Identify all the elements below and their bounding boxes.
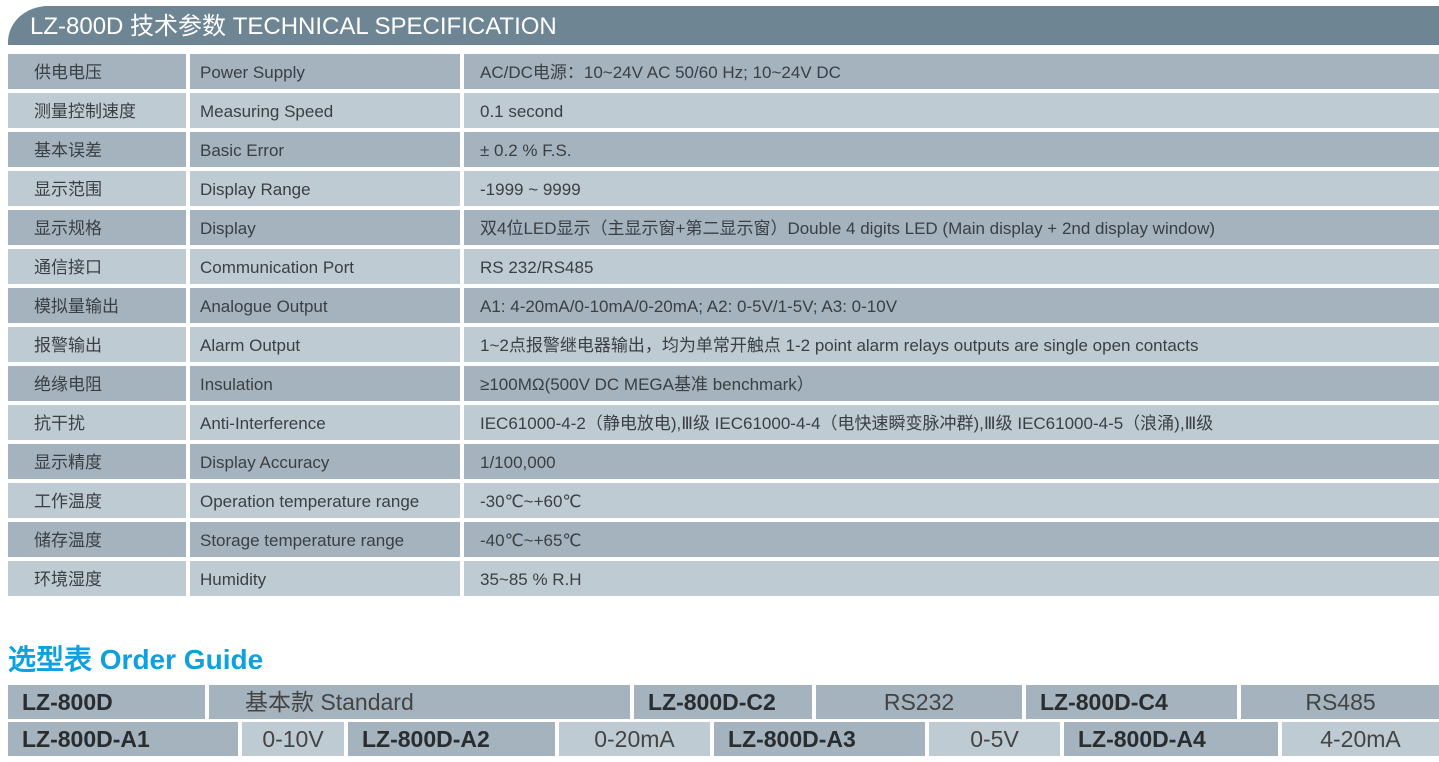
spec-value: ± 0.2 % F.S.: [464, 132, 1439, 167]
spec-label-en: Alarm Output: [190, 327, 460, 362]
spec-row: 报警输出 Alarm Output 1~2点报警继电器输出，均为单常开触点 1-2 …: [8, 327, 1439, 362]
spec-label-en: Display: [190, 210, 460, 245]
spec-row: 绝缘电阻 Insulation ≥100MΩ(500V DC MEGA基准 benc…: [8, 366, 1439, 401]
spec-label-en: Display Range: [190, 171, 460, 206]
spec-row: 模拟量输出 Analogue Output A1: 4-20mA/0-10mA/0-…: [8, 288, 1439, 323]
spec-label-cn: 供电电压: [8, 54, 186, 89]
spec-row: 显示规格 Display 双4位LED显示（主显示窗+第二显示窗）Double 4 …: [8, 210, 1439, 245]
spec-label-cn: 环境湿度: [8, 561, 186, 596]
spec-label-en: Analogue Output: [190, 288, 460, 323]
spec-row: 显示范围 Display Range -1999 ~ 9999: [8, 171, 1439, 206]
spec-value: -30℃~+60℃: [464, 483, 1439, 518]
order-desc: 0-20mA: [559, 722, 710, 756]
spec-row: 通信接口 Communication Port RS 232/RS485: [8, 249, 1439, 284]
spec-row: 供电电压 Power Supply AC/DC电源：10~24V AC 50/60 …: [8, 54, 1439, 89]
spec-label-en: Anti-Interference: [190, 405, 460, 440]
spec-value: 0.1 second: [464, 93, 1439, 128]
spec-label-en: Operation temperature range: [190, 483, 460, 518]
spec-value: -1999 ~ 9999: [464, 171, 1439, 206]
spec-value: AC/DC电源：10~24V AC 50/60 Hz; 10~24V DC: [464, 54, 1439, 89]
spec-label-cn: 报警输出: [8, 327, 186, 362]
spec-label-en: Humidity: [190, 561, 460, 596]
spec-value: -40℃~+65℃: [464, 522, 1439, 557]
spec-value: ≥100MΩ(500V DC MEGA基准 benchmark）: [464, 366, 1439, 401]
spec-label-cn: 模拟量输出: [8, 288, 186, 323]
order-desc: 0-5V: [929, 722, 1060, 756]
spec-value: 35~85 % R.H: [464, 561, 1439, 596]
spec-row: 工作温度 Operation temperature range -30℃~+60℃: [8, 483, 1439, 518]
spec-row: 环境湿度 Humidity 35~85 % R.H: [8, 561, 1439, 596]
spec-value: 1~2点报警继电器输出，均为单常开触点 1-2 point alarm rela…: [464, 327, 1439, 362]
order-model: LZ-800D-C2: [634, 685, 812, 719]
order-desc: 0-10V: [242, 722, 344, 756]
spec-table: 供电电压 Power Supply AC/DC电源：10~24V AC 50/60 …: [8, 54, 1439, 600]
spec-row: 抗干扰 Anti-Interference IEC61000-4-2（静电放电),Ⅲ…: [8, 405, 1439, 440]
order-desc: RS485: [1241, 685, 1439, 719]
order-desc: 基本款 Standard: [209, 685, 630, 719]
spec-value: RS 232/RS485: [464, 249, 1439, 284]
spec-label-cn: 通信接口: [8, 249, 186, 284]
order-model: LZ-800D-A4: [1064, 722, 1278, 756]
order-desc: 4-20mA: [1282, 722, 1439, 756]
spec-label-en: Display Accuracy: [190, 444, 460, 479]
order-row-2: LZ-800D-A1 0-10V LZ-800D-A2 0-20mA LZ-80…: [8, 722, 1439, 756]
spec-value: IEC61000-4-2（静电放电),Ⅲ级 IEC61000-4-4（电快速瞬变…: [464, 405, 1439, 440]
spec-label-cn: 储存温度: [8, 522, 186, 557]
order-model: LZ-800D: [8, 685, 205, 719]
order-desc: RS232: [816, 685, 1022, 719]
order-model: LZ-800D-C4: [1026, 685, 1237, 719]
spec-header: LZ-800D 技术参数 TECHNICAL SPECIFICATION: [8, 6, 1439, 45]
spec-row: 储存温度 Storage temperature range -40℃~+65℃: [8, 522, 1439, 557]
spec-row: 显示精度 Display Accuracy 1/100,000: [8, 444, 1439, 479]
spec-label-en: Basic Error: [190, 132, 460, 167]
spec-value: 1/100,000: [464, 444, 1439, 479]
order-row-1: LZ-800D 基本款 Standard LZ-800D-C2 RS232 LZ…: [8, 685, 1439, 719]
spec-label-en: Measuring Speed: [190, 93, 460, 128]
spec-label-cn: 显示范围: [8, 171, 186, 206]
spec-label-en: Communication Port: [190, 249, 460, 284]
spec-value: 双4位LED显示（主显示窗+第二显示窗）Double 4 digits LED …: [464, 210, 1439, 245]
spec-label-en: Insulation: [190, 366, 460, 401]
spec-label-cn: 工作温度: [8, 483, 186, 518]
spec-label-cn: 绝缘电阻: [8, 366, 186, 401]
spec-row: 基本误差 Basic Error ± 0.2 % F.S.: [8, 132, 1439, 167]
spec-label-cn: 测量控制速度: [8, 93, 186, 128]
spec-label-en: Power Supply: [190, 54, 460, 89]
order-model: LZ-800D-A2: [348, 722, 555, 756]
spec-label-en: Storage temperature range: [190, 522, 460, 557]
spec-row: 测量控制速度 Measuring Speed 0.1 second: [8, 93, 1439, 128]
spec-label-cn: 抗干扰: [8, 405, 186, 440]
spec-label-cn: 基本误差: [8, 132, 186, 167]
order-model: LZ-800D-A1: [8, 722, 238, 756]
order-model: LZ-800D-A3: [714, 722, 925, 756]
spec-label-cn: 显示精度: [8, 444, 186, 479]
spec-value: A1: 4-20mA/0-10mA/0-20mA; A2: 0-5V/1-5V;…: [464, 288, 1439, 323]
order-guide-title: 选型表 Order Guide: [8, 644, 264, 675]
spec-label-cn: 显示规格: [8, 210, 186, 245]
